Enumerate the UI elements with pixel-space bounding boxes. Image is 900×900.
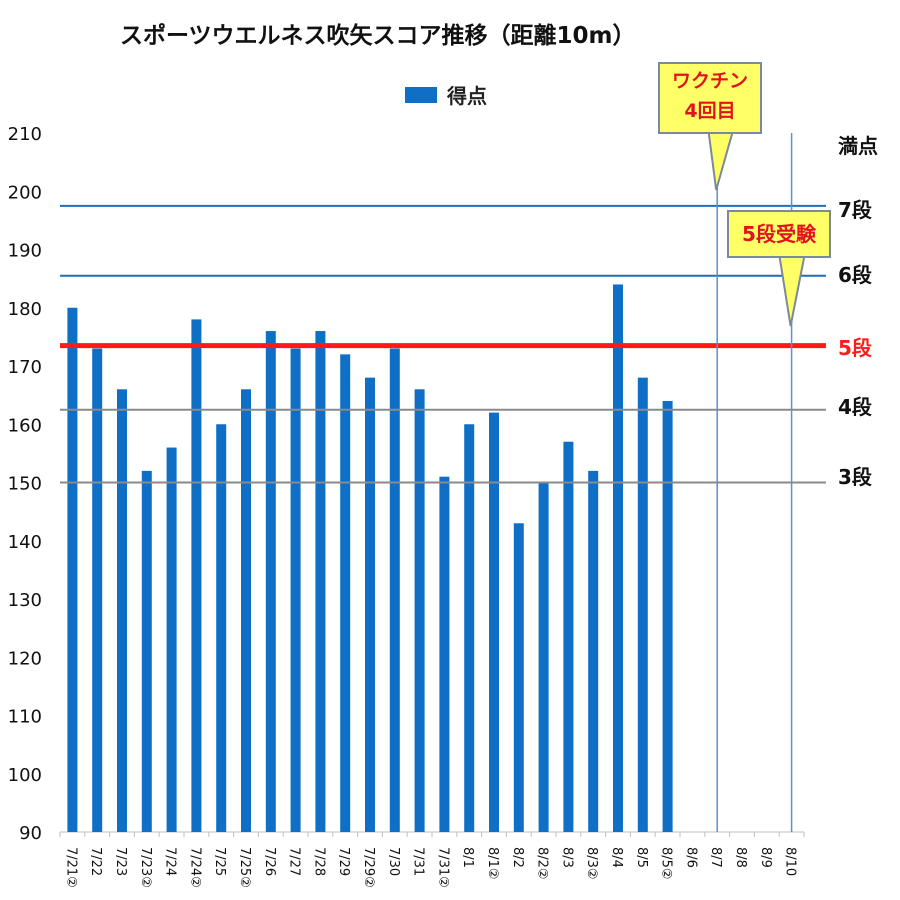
- y-tick-label: 120: [8, 648, 42, 669]
- y-tick-label: 90: [19, 823, 42, 844]
- y-tick-label: 210: [8, 124, 42, 145]
- x-tick-label: 7/25②: [237, 847, 252, 888]
- bar: [166, 447, 177, 832]
- legend: 得点: [405, 80, 487, 109]
- bar: [67, 307, 78, 832]
- bar: [464, 424, 475, 832]
- x-tick-label: 7/29②: [361, 847, 376, 888]
- bar: [365, 377, 375, 832]
- chart-title: スポーツウエルネス吹矢スコア推移（距離10m）: [120, 23, 636, 49]
- bar: [588, 470, 599, 832]
- y-tick-label: 180: [8, 299, 42, 320]
- bar: [265, 331, 276, 832]
- bar: [439, 476, 450, 832]
- bar: [92, 348, 103, 832]
- x-tick-label: 8/4: [609, 847, 624, 868]
- exam-callout: 5段受験: [727, 210, 831, 258]
- y-tick-label: 100: [8, 765, 42, 786]
- y-tick-label: 160: [8, 415, 42, 436]
- bar: [241, 389, 251, 832]
- bar: [563, 441, 574, 832]
- x-tick-label: 8/2: [510, 847, 525, 868]
- vaccine-callout-pointer: [706, 126, 736, 191]
- x-tick-label: 7/29: [336, 847, 351, 876]
- x-tick-label: 7/27: [287, 847, 302, 876]
- reference-line-label: 3段: [838, 465, 872, 489]
- x-tick-label: 7/23②: [138, 847, 153, 888]
- x-tick-label: 7/24②: [187, 847, 202, 888]
- vaccine-callout: ワクチン 4回目: [658, 62, 762, 134]
- bar: [662, 400, 673, 832]
- x-tick-label: 8/5: [634, 847, 649, 868]
- y-tick-label: 190: [8, 241, 42, 262]
- bar: [637, 377, 648, 832]
- x-tick-label: 7/30: [386, 847, 401, 876]
- x-tick-label: 8/8: [733, 847, 748, 868]
- y-tick-label: 110: [8, 707, 42, 728]
- x-tick-label: 8/10: [783, 847, 798, 876]
- x-tick-label: 7/24: [163, 847, 178, 876]
- x-tick-label: 8/1: [460, 847, 475, 868]
- bar: [315, 331, 326, 832]
- y-tick-label: 130: [8, 590, 42, 611]
- bar: [414, 389, 425, 832]
- legend-swatch: [405, 86, 437, 103]
- bar: [191, 319, 202, 832]
- x-tick-label: 8/9: [758, 847, 773, 868]
- x-tick-label: 8/1②: [485, 847, 500, 880]
- bar: [538, 482, 549, 832]
- x-tick-label: 8/2②: [535, 847, 550, 880]
- vaccine-callout-line1: ワクチン: [671, 70, 748, 92]
- exam-callout-pointer: [777, 252, 807, 327]
- x-tick-label: 8/3: [559, 847, 574, 868]
- reference-line-label: 満点: [838, 134, 878, 158]
- x-tick-label: 8/6: [683, 847, 698, 868]
- bar: [489, 412, 499, 832]
- x-tick-label: 7/26: [262, 847, 277, 876]
- y-tick-label: 200: [8, 182, 42, 203]
- reference-line-label: 6段: [838, 263, 872, 287]
- x-tick-label: 7/31②: [435, 847, 450, 888]
- x-tick-label: 8/3②: [584, 847, 599, 880]
- bar: [513, 523, 524, 832]
- x-tick-label: 7/22: [88, 847, 103, 876]
- legend-label: 得点: [447, 84, 487, 108]
- x-tick-label: 7/21②: [63, 847, 78, 888]
- x-tick-label: 7/23: [113, 847, 128, 876]
- y-tick-label: 150: [8, 474, 42, 495]
- x-tick-label: 7/28: [311, 847, 326, 876]
- x-tick-label: 7/31: [411, 847, 426, 876]
- x-tick-label: 8/5②: [659, 847, 674, 880]
- bar: [290, 348, 301, 832]
- bar: [389, 348, 400, 832]
- reference-line-label: 7段: [838, 198, 872, 222]
- bar: [340, 354, 351, 832]
- bar: [141, 470, 152, 832]
- y-tick-label: 140: [8, 532, 42, 553]
- reference-line-label: 5段: [838, 336, 872, 360]
- bar: [216, 424, 227, 832]
- x-tick-label: 8/7: [708, 847, 723, 868]
- reference-line-label: 4段: [838, 395, 872, 419]
- vaccine-callout-line2: 4回目: [684, 100, 736, 122]
- y-tick-label: 170: [8, 357, 42, 378]
- x-tick-label: 7/25: [212, 847, 227, 876]
- bar: [613, 284, 623, 832]
- bar: [117, 389, 127, 832]
